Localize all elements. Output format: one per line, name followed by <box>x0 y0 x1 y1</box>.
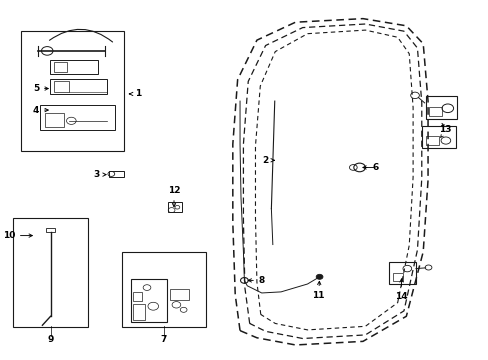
Bar <box>46 228 55 232</box>
Text: 2: 2 <box>261 156 274 165</box>
Bar <box>425 136 438 145</box>
Bar <box>45 113 64 127</box>
Bar <box>388 262 415 284</box>
Text: 14: 14 <box>394 279 407 301</box>
Bar <box>14 218 88 327</box>
Text: 11: 11 <box>312 281 324 300</box>
Bar <box>130 279 166 321</box>
Bar <box>49 79 107 94</box>
Bar <box>421 126 456 148</box>
Text: 9: 9 <box>48 336 54 345</box>
Text: 12: 12 <box>167 186 180 207</box>
Bar <box>54 81 69 92</box>
Bar <box>392 273 402 281</box>
Text: 1: 1 <box>129 89 142 98</box>
Text: 13: 13 <box>438 125 450 134</box>
Bar <box>54 62 66 72</box>
Bar <box>40 105 115 130</box>
Bar <box>167 202 182 212</box>
Bar <box>133 292 142 301</box>
Circle shape <box>316 274 322 279</box>
Text: 8: 8 <box>248 276 264 285</box>
Bar <box>109 171 124 177</box>
Bar <box>170 289 189 300</box>
Bar <box>425 96 456 119</box>
Bar <box>428 107 441 116</box>
Text: 10: 10 <box>2 231 32 240</box>
Bar <box>20 31 124 151</box>
Bar <box>122 252 206 327</box>
Text: 6: 6 <box>362 163 378 172</box>
Text: 7: 7 <box>161 336 167 345</box>
Bar <box>133 304 145 320</box>
Text: 5: 5 <box>33 84 48 93</box>
Bar <box>49 60 98 74</box>
Text: 4: 4 <box>33 105 48 114</box>
Text: 3: 3 <box>93 170 106 179</box>
